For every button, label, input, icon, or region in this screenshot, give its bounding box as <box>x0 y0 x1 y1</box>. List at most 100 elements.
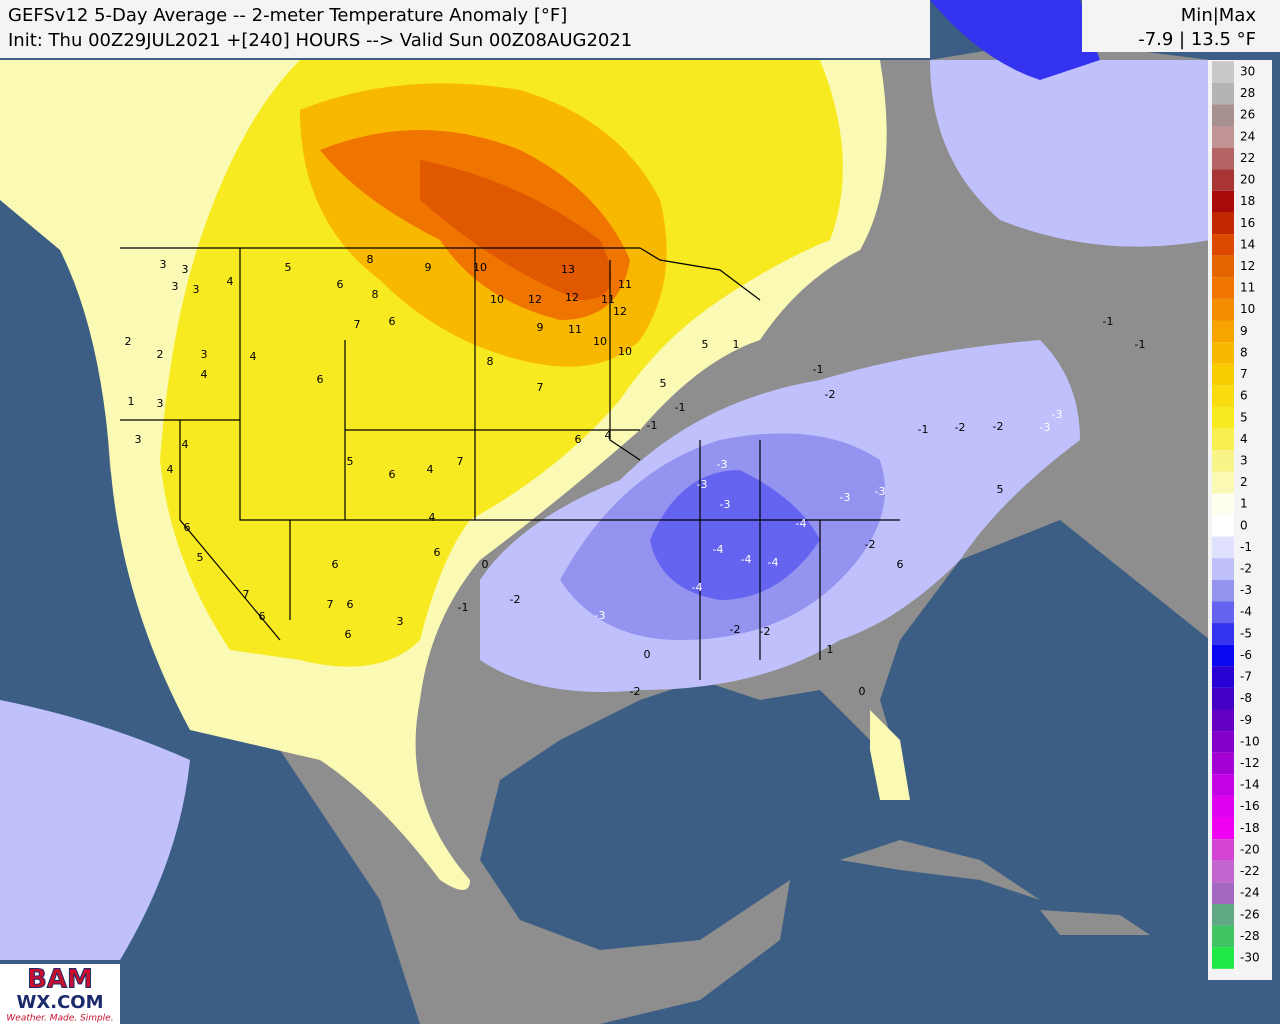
colorbar-swatch <box>1212 61 1234 83</box>
anomaly-label: 4 <box>227 275 234 288</box>
anomaly-label: 10 <box>473 261 487 274</box>
anomaly-label: -1 <box>1103 315 1114 328</box>
anomaly-label: -2 <box>630 685 641 698</box>
anomaly-label: 10 <box>490 293 504 306</box>
anomaly-label: -1 <box>1135 338 1146 351</box>
anomaly-label: 1 <box>827 643 834 656</box>
colorbar-label: 26 <box>1240 108 1255 122</box>
colorbar-swatch <box>1212 169 1234 191</box>
anomaly-label: 5 <box>997 483 1004 496</box>
anomaly-label: -3 <box>595 609 606 622</box>
colorbar-swatch <box>1212 644 1234 667</box>
colorbar-label: 30 <box>1240 65 1255 79</box>
subtitle: Init: Thu 00Z29JUL2021 +[240] HOURS --> … <box>8 30 632 51</box>
logo-name: BAM <box>27 965 93 995</box>
anomaly-label: 7 <box>243 588 250 601</box>
anomaly-label: -4 <box>796 517 807 530</box>
colorbar-swatch <box>1212 536 1234 559</box>
anomaly-area <box>650 470 820 600</box>
colorbar-label: 16 <box>1240 216 1255 230</box>
colorbar-label: -28 <box>1240 929 1260 943</box>
colorbar-swatch <box>1212 385 1234 407</box>
colorbar-swatch <box>1212 925 1234 948</box>
anomaly-label: 6 <box>337 278 344 291</box>
anomaly-label: 11 <box>568 323 582 336</box>
anomaly-label: 6 <box>389 315 396 328</box>
colorbar-label: 3 <box>1240 453 1248 467</box>
anomaly-label: 4 <box>429 511 436 524</box>
anomaly-label: 10 <box>618 345 632 358</box>
colorbar-label: -2 <box>1240 562 1252 576</box>
anomaly-label: 9 <box>537 321 544 334</box>
stats-label: Min|Max <box>1181 5 1257 26</box>
anomaly-label: -3 <box>875 485 886 498</box>
anomaly-label: -2 <box>865 538 876 551</box>
anomaly-label: -2 <box>825 388 836 401</box>
colorbar-label: 24 <box>1240 129 1255 143</box>
colorbar-label: -9 <box>1240 713 1252 727</box>
colorbar-swatch <box>1212 882 1234 904</box>
colorbar-swatch <box>1212 212 1234 235</box>
colorbar-swatch <box>1212 255 1234 278</box>
anomaly-label: -3 <box>720 498 731 511</box>
colorbar-swatch <box>1212 406 1234 429</box>
anomaly-label: 8 <box>372 288 379 301</box>
anomaly-label: 4 <box>167 463 174 476</box>
colorbar-swatch <box>1212 82 1234 105</box>
anomaly-label: 3 <box>182 263 189 276</box>
anomaly-label: 7 <box>457 455 464 468</box>
colorbar-label: -22 <box>1240 864 1260 878</box>
colorbar-swatch <box>1212 190 1234 213</box>
logo-site: WX.COM <box>17 992 104 1013</box>
anomaly-label: 7 <box>354 318 361 331</box>
anomaly-label: -2 <box>760 625 771 638</box>
colorbar-label: -3 <box>1240 583 1252 597</box>
colorbar-label: 20 <box>1240 173 1255 187</box>
anomaly-label: 4 <box>201 368 208 381</box>
anomaly-label: 3 <box>397 615 404 628</box>
anomaly-label: 2 <box>125 335 132 348</box>
anomaly-label: -1 <box>918 423 929 436</box>
anomaly-label: 6 <box>389 468 396 481</box>
logo-tagline: Weather. Made. Simple. <box>6 1014 113 1024</box>
colorbar-label: -6 <box>1240 648 1252 662</box>
colorbar-label: 9 <box>1240 324 1248 338</box>
colorbar-swatch <box>1212 687 1234 710</box>
anomaly-label: 11 <box>618 278 632 291</box>
anomaly-label: -4 <box>692 581 703 594</box>
land <box>1040 910 1150 935</box>
anomaly-label: -1 <box>647 419 658 432</box>
colorbar-swatch <box>1212 234 1234 256</box>
colorbar-label: -24 <box>1240 886 1260 900</box>
stats-value: -7.9 | 13.5 °F <box>1138 29 1256 50</box>
anomaly-label: 6 <box>332 558 339 571</box>
colorbar-swatch <box>1212 363 1234 386</box>
colorbar-label: 28 <box>1240 86 1255 100</box>
colorbar-swatch <box>1212 298 1234 321</box>
anomaly-label: -2 <box>510 593 521 606</box>
colorbar-swatch <box>1212 147 1234 170</box>
anomaly-label: 6 <box>345 628 352 641</box>
header-box <box>0 0 930 58</box>
colorbar-label: -26 <box>1240 907 1260 921</box>
anomaly-label: -2 <box>993 420 1004 433</box>
anomaly-label: 4 <box>427 463 434 476</box>
colorbar-swatch <box>1212 839 1234 861</box>
anomaly-label: 0 <box>859 685 866 698</box>
anomaly-label: 5 <box>197 551 204 564</box>
colorbar-swatch <box>1212 579 1234 602</box>
colorbar-swatch <box>1212 795 1234 818</box>
colorbar-label: -30 <box>1240 951 1260 965</box>
stats-box <box>1082 0 1280 52</box>
anomaly-label: 5 <box>285 261 292 274</box>
anomaly-label: 7 <box>537 381 544 394</box>
colorbar-label: 2 <box>1240 475 1248 489</box>
colorbar-label: -10 <box>1240 734 1260 748</box>
anomaly-label: 1 <box>733 338 740 351</box>
anomaly-label: 2 <box>157 348 164 361</box>
anomaly-label: 6 <box>259 610 266 623</box>
colorbar-swatch <box>1212 515 1234 537</box>
colorbar-swatch <box>1212 860 1234 883</box>
colorbar-swatch <box>1212 342 1234 364</box>
colorbar-label: 5 <box>1240 410 1248 424</box>
